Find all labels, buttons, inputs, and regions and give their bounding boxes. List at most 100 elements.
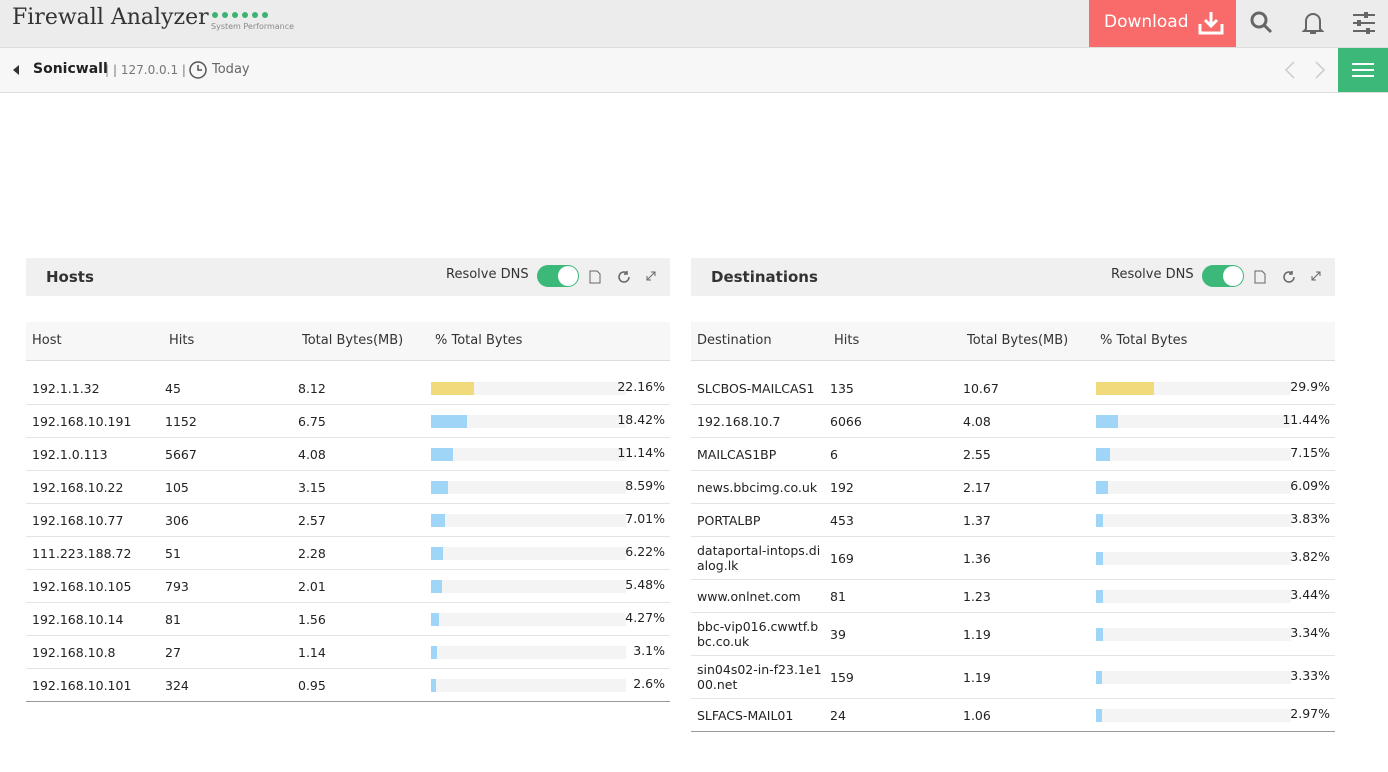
search-icon[interactable] <box>1249 10 1275 36</box>
name-cell: 111.223.188.72 <box>32 545 132 561</box>
toggle-label: Resolve DNS <box>446 267 529 282</box>
clock-icon <box>189 61 207 79</box>
bar-track <box>1096 708 1291 722</box>
hits-cell: 81 <box>830 588 846 604</box>
bytes-cell: 1.56 <box>298 611 326 627</box>
refresh-icon[interactable] <box>1282 270 1296 284</box>
hits-cell: 39 <box>830 626 846 642</box>
hits-cell: 27 <box>165 644 181 660</box>
hits-cell: 306 <box>165 512 189 528</box>
download-label: Download <box>1104 12 1189 32</box>
percent-bar <box>1096 414 1119 428</box>
hits-cell: 324 <box>165 677 189 693</box>
nav-arrows[interactable] <box>1282 60 1332 80</box>
toggle-switch[interactable] <box>537 265 579 287</box>
download-button[interactable]: Download <box>1089 0 1236 47</box>
bytes-cell: 2.17 <box>963 479 991 495</box>
percent-label: 6.09% <box>1290 477 1330 493</box>
column-header[interactable]: Total Bytes(MB) <box>302 333 404 348</box>
hits-cell: 5667 <box>165 446 197 462</box>
percent-bar <box>1096 513 1104 527</box>
table-row: 192.168.10.191 1152 6.75 18.42% <box>26 405 670 438</box>
bar-track <box>1096 551 1291 565</box>
panel-title: Hosts <box>46 268 94 286</box>
bar-track <box>1096 414 1291 428</box>
bytes-cell: 2.01 <box>298 578 326 594</box>
table-row: news.bbcimg.co.uk 192 2.17 6.09% <box>691 471 1335 504</box>
table-body: 192.1.1.32 45 8.12 22.16% 192.168.10.191 1152… <box>26 361 670 702</box>
column-header: % Total Bytes <box>435 333 523 348</box>
percent-bar <box>431 480 448 494</box>
percent-label: 3.83% <box>1290 510 1330 526</box>
bytes-cell: 1.23 <box>963 588 991 604</box>
bar-track <box>431 546 626 560</box>
table-row: dataportal-intops.dialog.lk 169 1.36 3.82% <box>691 537 1335 580</box>
percent-bar <box>1096 708 1102 722</box>
hits-cell: 45 <box>165 380 181 396</box>
pdf-icon[interactable] <box>1253 270 1267 284</box>
bytes-cell: 1.14 <box>298 644 326 660</box>
column-header[interactable]: Destination <box>697 333 772 348</box>
percent-label: 5.48% <box>625 576 665 592</box>
bell-icon[interactable] <box>1300 10 1326 36</box>
column-header[interactable]: Hits <box>169 333 195 348</box>
app-title[interactable]: Firewall Analyzer <box>12 5 209 30</box>
name-cell: MAILCAS1BP <box>697 446 777 462</box>
device-name[interactable]: Sonicwall <box>33 61 108 77</box>
name-cell: 192.168.10.101 <box>32 677 132 693</box>
expand-icon[interactable] <box>645 270 657 282</box>
column-header[interactable]: Host <box>32 333 62 348</box>
table-row: 192.168.10.101 324 0.95 2.6% <box>26 669 670 701</box>
column-header[interactable]: Hits <box>834 333 860 348</box>
column-header[interactable]: Total Bytes(MB) <box>967 333 1069 348</box>
bytes-cell: 10.67 <box>963 380 999 396</box>
bar-track <box>431 678 626 692</box>
percent-label: 7.01% <box>625 510 665 526</box>
name-cell: PORTALBP <box>697 512 761 528</box>
bar-track <box>431 645 626 659</box>
status-dots <box>212 12 268 18</box>
name-cell: dataportal-intops.dialog.lk <box>697 543 821 573</box>
percent-label: 7.15% <box>1290 444 1330 460</box>
bytes-cell: 6.75 <box>298 413 326 429</box>
app-subtitle: System Performance <box>211 22 295 31</box>
bytes-cell: 8.12 <box>298 380 326 396</box>
bytes-cell: 1.19 <box>963 626 991 642</box>
bar-track <box>431 381 626 395</box>
percent-bar <box>431 414 467 428</box>
percent-bar <box>431 447 453 461</box>
expand-icon[interactable] <box>1310 270 1322 282</box>
percent-label: 4.27% <box>625 609 665 625</box>
table-header: Destination Hits Total Bytes(MB) % Total By… <box>691 322 1335 361</box>
percent-label: 29.9% <box>1290 378 1330 394</box>
bar-track <box>431 447 626 461</box>
table-row: 192.168.10.8 27 1.14 3.1% <box>26 636 670 669</box>
menu-button[interactable] <box>1338 48 1388 92</box>
download-icon <box>1198 12 1224 35</box>
percent-bar <box>431 612 440 626</box>
hits-cell: 1152 <box>165 413 197 429</box>
bar-track <box>431 513 626 527</box>
bar-track <box>1096 627 1291 641</box>
name-cell: 192.168.10.191 <box>32 413 132 429</box>
table-row: bbc-vip016.cwwtf.bbc.co.uk 39 1.19 3.34% <box>691 613 1335 656</box>
period[interactable]: Today <box>212 62 250 77</box>
back-arrow[interactable] <box>12 65 20 75</box>
bytes-cell: 2.28 <box>298 545 326 561</box>
table-row: 192.1.0.113 5667 4.08 11.14% <box>26 438 670 471</box>
table-row: 192.1.1.32 45 8.12 22.16% <box>26 372 670 405</box>
table-row: SLFACS-MAIL01 24 1.06 2.97% <box>691 699 1335 731</box>
toggle-switch[interactable] <box>1202 265 1244 287</box>
hits-cell: 24 <box>830 707 846 723</box>
percent-bar <box>431 645 438 659</box>
percent-bar <box>1096 670 1103 684</box>
pdf-icon[interactable] <box>588 270 602 284</box>
settings-icon[interactable] <box>1351 10 1377 36</box>
table-row: 111.223.188.72 51 2.28 6.22% <box>26 537 670 570</box>
breadcrumb-bar: Sonicwall | | 127.0.0.1 | Today <box>0 48 1388 93</box>
percent-label: 22.16% <box>617 378 665 394</box>
name-cell: news.bbcimg.co.uk <box>697 479 818 495</box>
refresh-icon[interactable] <box>617 270 631 284</box>
hits-cell: 453 <box>830 512 854 528</box>
